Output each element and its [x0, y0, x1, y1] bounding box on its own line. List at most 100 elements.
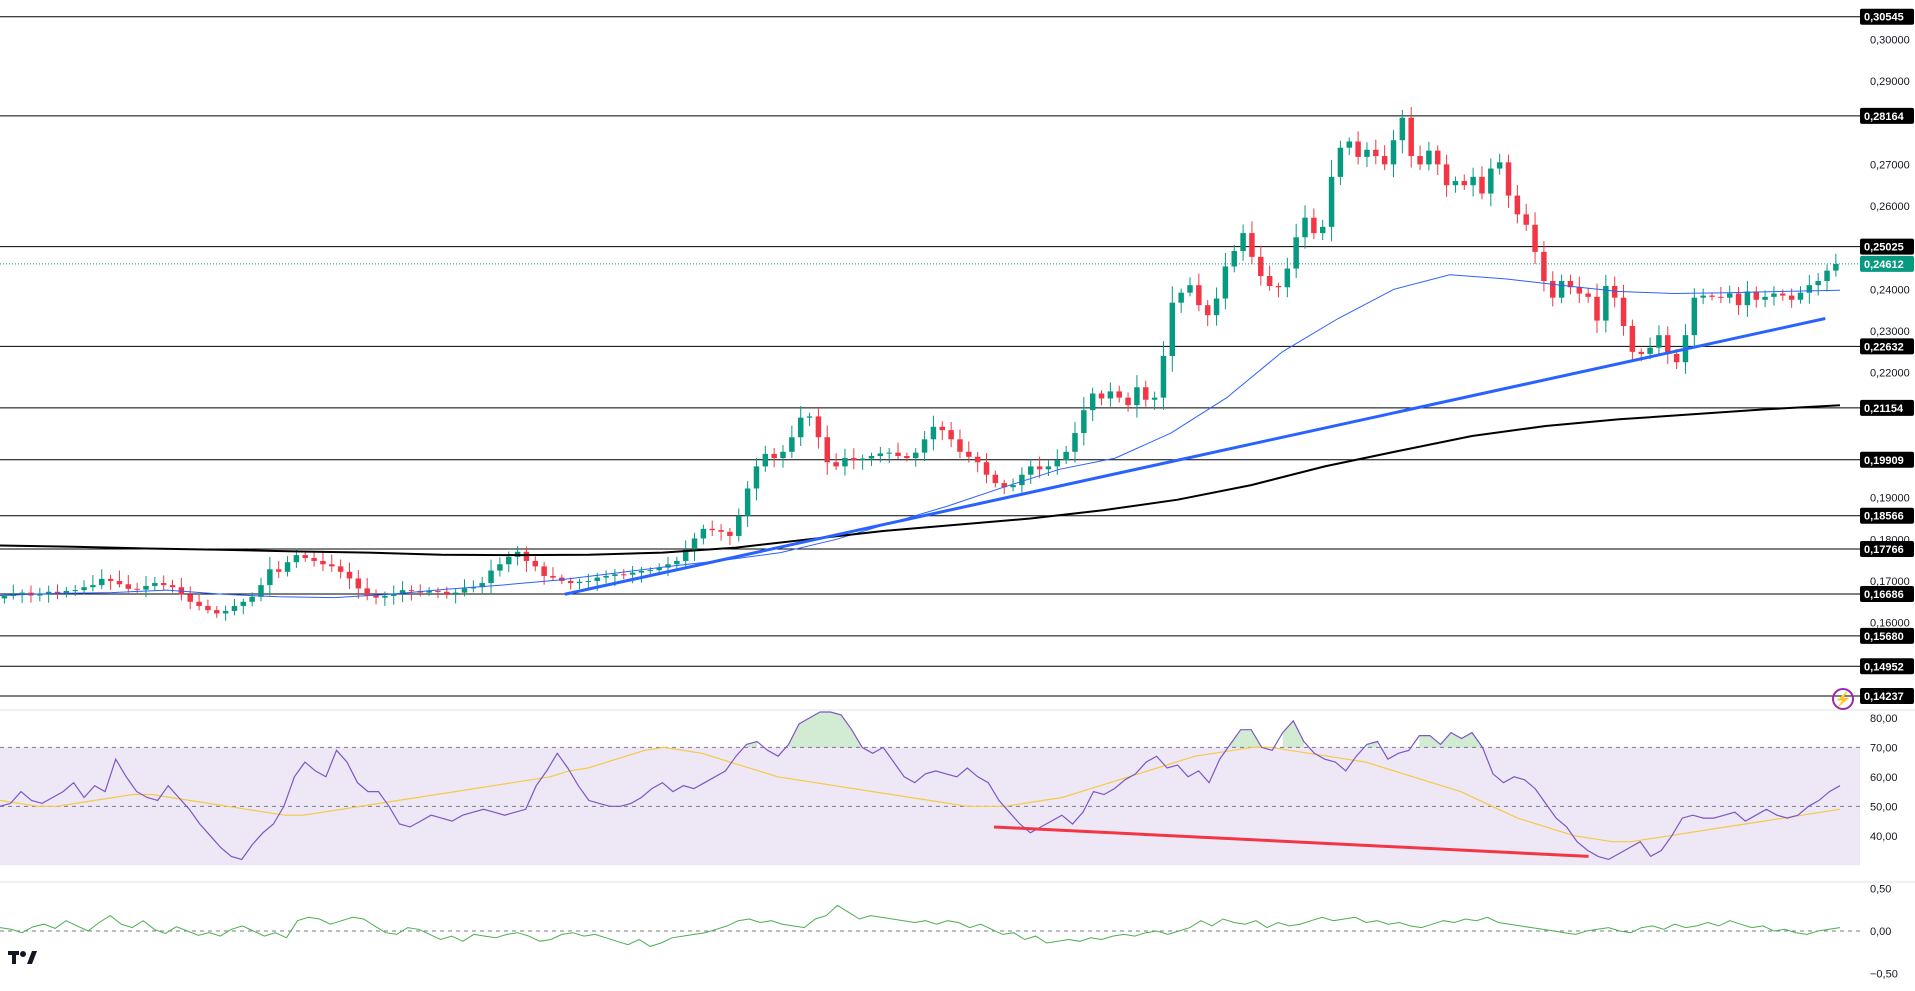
candle-body — [1603, 286, 1609, 321]
candle-body — [1240, 233, 1246, 252]
candle-body — [1143, 387, 1149, 400]
candle-body — [125, 584, 132, 589]
candle-body — [1673, 353, 1680, 363]
candle-body — [90, 585, 96, 588]
candle-body — [656, 567, 662, 571]
candle-body — [1169, 302, 1176, 356]
candle-body — [974, 456, 981, 463]
level-price-tag — [1860, 238, 1914, 255]
candle-body — [1089, 393, 1096, 411]
candle-body — [373, 595, 379, 598]
candle-body — [1275, 286, 1282, 288]
candle-body — [81, 587, 87, 591]
candle-body — [1780, 293, 1786, 296]
level-price-label: 0,16686 — [1864, 589, 1904, 601]
candle-body — [992, 474, 999, 484]
candle-body — [762, 453, 769, 467]
rsi-signal-line — [0, 746, 1841, 843]
candle-body — [1373, 149, 1379, 157]
candle-body — [1762, 296, 1768, 300]
candle-body — [1063, 451, 1069, 461]
candle-body — [488, 570, 494, 584]
level-price-label: 0,25025 — [1864, 242, 1904, 254]
candle-body — [1709, 295, 1715, 297]
candle-body — [550, 575, 556, 578]
candle-body — [54, 591, 61, 594]
candle-body — [957, 439, 963, 452]
level-price-label: 0,14952 — [1864, 661, 1904, 673]
lightning-icon[interactable]: ⚡ — [1832, 688, 1854, 710]
candle-body — [1408, 117, 1414, 157]
candle-body — [1355, 141, 1361, 157]
candle-body — [1532, 224, 1538, 252]
candle-body — [505, 556, 512, 565]
candle-body — [214, 610, 220, 614]
candle-body — [541, 566, 547, 576]
oscillator-tick-label: 0,00 — [1870, 926, 1891, 938]
candle-body — [1302, 217, 1308, 238]
price-tick-label: 0,27000 — [1870, 159, 1910, 171]
candle-body — [1390, 140, 1397, 165]
candle-body — [842, 458, 848, 467]
level-price-tag — [1860, 541, 1914, 558]
candle-body — [19, 592, 25, 595]
candle-body — [1443, 164, 1450, 186]
candle-body — [1151, 397, 1158, 400]
support-trendline — [564, 317, 1826, 596]
candle-body — [1718, 296, 1724, 298]
candle-body — [1098, 393, 1105, 399]
candle-body — [1258, 256, 1264, 277]
candle-body — [337, 566, 344, 572]
candle-body — [1541, 251, 1547, 282]
candle-body — [1788, 295, 1795, 300]
candle-body — [983, 462, 990, 475]
candle-body — [1364, 149, 1370, 157]
oscillator-pane — [0, 904, 1860, 947]
rsi-overbought-fill — [746, 741, 757, 748]
candle-body — [833, 462, 839, 467]
candle-body — [1426, 150, 1432, 165]
candle-body — [435, 590, 441, 592]
candle-body — [1629, 326, 1636, 352]
candle-body — [1010, 485, 1016, 488]
level-price-tag — [1860, 658, 1914, 675]
candle-body — [479, 583, 485, 588]
candle-body — [718, 530, 724, 532]
candle-body — [523, 551, 530, 561]
candle-body — [753, 466, 760, 489]
candle-body — [1072, 433, 1078, 452]
candle-body — [399, 590, 406, 594]
rsi-pane — [0, 711, 1860, 866]
level-price-tag — [1860, 399, 1914, 416]
rsi-tick-label: 70,00 — [1870, 742, 1898, 754]
candle-body — [674, 560, 680, 565]
candle-body — [1505, 162, 1512, 196]
candle-body — [1700, 295, 1706, 298]
candle-body — [682, 549, 689, 561]
candle-body — [1417, 156, 1423, 165]
candle-body — [789, 437, 795, 452]
candle-body — [930, 426, 937, 440]
level-price-label: 0,22632 — [1864, 341, 1904, 353]
candle-body — [152, 583, 158, 586]
price-tick-label: 0,17000 — [1870, 576, 1910, 588]
candle-body — [45, 591, 52, 594]
candle-body — [744, 488, 751, 516]
candle-body — [1620, 297, 1627, 327]
candle-body — [293, 555, 300, 563]
current-price-tag — [1860, 255, 1914, 272]
candle-body — [1585, 293, 1591, 297]
candle-body — [1594, 296, 1600, 321]
candle-body — [1665, 335, 1671, 354]
candle-body — [1178, 292, 1184, 303]
candle-body — [1311, 217, 1317, 234]
candle-body — [1213, 298, 1220, 316]
candle-body — [222, 610, 229, 614]
candle-body — [1, 595, 8, 599]
candle-body — [99, 578, 105, 586]
candle-body — [1187, 285, 1193, 293]
candle-body — [1611, 286, 1618, 298]
candle-body — [1434, 150, 1441, 165]
candle-body — [1160, 356, 1167, 398]
